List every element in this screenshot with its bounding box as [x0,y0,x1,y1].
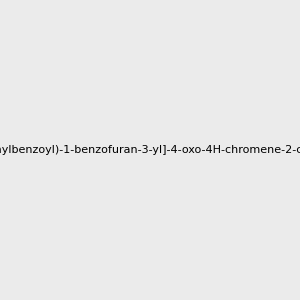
Text: N-[2-(4-methylbenzoyl)-1-benzofuran-3-yl]-4-oxo-4H-chromene-2-carboxamide: N-[2-(4-methylbenzoyl)-1-benzofuran-3-yl… [0,145,300,155]
